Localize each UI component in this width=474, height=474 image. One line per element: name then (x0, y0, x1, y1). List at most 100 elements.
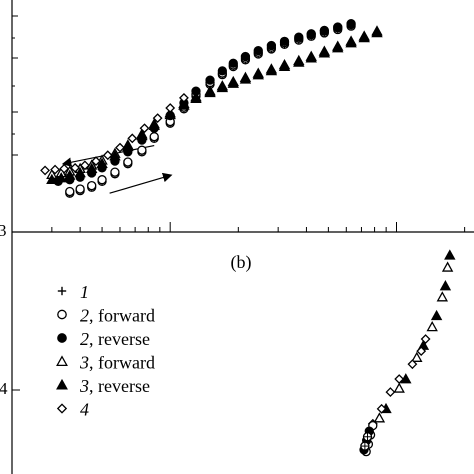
panel-a-point-triangle-filled (96, 157, 108, 168)
panel-b-point-triangle-open (426, 321, 438, 332)
panel-a-point-circle-open (97, 175, 107, 185)
panel-a-point-circle-open (110, 167, 120, 177)
legend-entry-number: 1 (80, 282, 89, 302)
legend-entry-number: 3 (79, 353, 89, 373)
panel-a-point-triangle-filled (252, 69, 264, 80)
panel-b-point-diamond-open (407, 359, 418, 370)
panel-a-point-triangle-filled (293, 56, 305, 67)
panel-a-y-tick-label: 3 (0, 221, 7, 240)
panel-a-point-diamond-open (179, 92, 189, 103)
panel-b-point-triangle-open (436, 291, 449, 302)
panel-a-point-triangle-filled (265, 64, 278, 76)
panel-a-point-triangle-filled (227, 77, 239, 88)
panel-a-point-diamond-open (80, 160, 90, 171)
panel-b-point-diamond-open (376, 403, 387, 414)
panel-a-point-triangle-filled (55, 172, 67, 183)
legend-entry-number: 4 (80, 400, 89, 420)
panel-a-point-circle-filled (279, 36, 290, 46)
panel-a-y-ticks (12, 15, 18, 156)
legend-entry-0: 1 (80, 282, 89, 302)
legend-entry-text: , forward (89, 353, 155, 373)
panel-a-point-triangle-filled (318, 47, 331, 58)
panel-a-plot: 3 (0, 0, 474, 240)
panel-a-point-diamond-open (40, 165, 50, 176)
panel-b-y-tick-label: 4 (0, 379, 8, 398)
panel-a-point-triangle-filled (164, 108, 176, 120)
legend-marker-triangle-open (56, 355, 68, 367)
panel-a-point-triangle-filled (178, 99, 190, 110)
panel-a-point-circle-filled (240, 51, 251, 62)
panel-a-point-triangle-filled (64, 169, 76, 180)
panel-a-point-circle-filled (319, 25, 330, 36)
panel-a-point-diamond-open (59, 163, 70, 174)
panel-a-point-circle-filled (333, 22, 343, 32)
legend-marker-plus (57, 286, 67, 296)
panel-a-point-triangle-filled (148, 119, 160, 131)
panel-a-point-circle-filled (294, 32, 304, 42)
legend-entry-number: 3 (79, 376, 89, 396)
panel-a-arrow-up-right (109, 172, 173, 194)
panel-a-point-triangle-filled (239, 73, 252, 84)
panel-a-point-diamond-open (102, 150, 113, 161)
panel-a-point-diamond-open (50, 164, 60, 175)
legend-entry-number: 2 (80, 306, 89, 326)
panel-b-point-triangle-open (373, 412, 386, 423)
panel-b-point-triangle-open (411, 351, 423, 362)
legend-marker-circle-filled (57, 333, 67, 343)
panel-a-point-circle-filled (228, 58, 238, 68)
panel-a-points (40, 18, 383, 198)
panel-a-point-diamond-open (70, 162, 81, 173)
panel-a-point-triangle-filled (46, 173, 58, 185)
panel-b-point-triangle-filled (444, 249, 456, 260)
legend-entry-5: 4 (80, 400, 89, 420)
panel-a-point-circle-open (137, 145, 147, 155)
panel-a-point-diamond-open (91, 156, 101, 167)
panel-a-point-circle-filled (217, 66, 227, 76)
panel-a-point-circle-filled (266, 40, 277, 51)
panel-a-point-diamond-open (152, 113, 163, 124)
panel-a-point-circle-open (87, 180, 97, 191)
panel-a-point-circle-filled (205, 75, 215, 85)
legend-entry-3: 3, forward (79, 353, 155, 373)
panel-a-point-circle-open (149, 132, 159, 142)
panel-a-point-triangle-filled (136, 129, 148, 141)
panel-a-point-triangle-filled (109, 150, 121, 161)
panel-b-point-diamond-open (420, 334, 431, 344)
panel-a-point-diamond-open (115, 142, 125, 153)
panel-a-point-circle-open (123, 157, 133, 167)
panel-a-point-triangle-filled (204, 86, 216, 98)
panel-a-x-ticks (51, 222, 466, 232)
panel-a-point-triangle-filled (190, 92, 202, 104)
panel-a-point-triangle-filled (278, 60, 291, 71)
panel-b-point-diamond-open (385, 387, 396, 398)
panel-a-point-triangle-filled (332, 42, 344, 53)
panel-a-point-triangle-filled (371, 26, 383, 38)
legend-entry-text: , reverse (89, 376, 150, 396)
panel-a-point-diamond-open (165, 103, 176, 113)
panel-b-point-triangle-open (393, 382, 405, 393)
panel-b-title: (b) (231, 252, 252, 273)
panel-a-point-circle-open (75, 184, 85, 194)
panel-a-point-triangle-filled (74, 167, 86, 178)
panel-b-point-diamond-open (416, 346, 427, 357)
panel-a-point-triangle-filled (85, 162, 98, 174)
legend-marker-triangle-filled (56, 378, 68, 390)
panel-b-points (359, 249, 456, 457)
panel-a-point-triangle-filled (345, 37, 357, 48)
panel-a-point-circle-filled (306, 29, 316, 39)
legend-entry-2: 2, reverse (80, 329, 150, 349)
panel-a-point-circle-filled (346, 18, 356, 29)
panel-a-point-triangle-filled (305, 52, 317, 63)
panel-b-point-plus-in-circle (360, 441, 370, 451)
panel-a-point-triangle-filled (358, 32, 370, 43)
panel-b-point-plus-in-circle (362, 432, 373, 442)
panel-b-point-triangle-filled (439, 280, 452, 291)
legend-entry-text: , reverse (89, 329, 150, 349)
panel-a-point-triangle-filled (216, 81, 229, 93)
panel-b-point-triangle-filled (430, 309, 443, 321)
legend-entry-1: 2, forward (80, 306, 155, 326)
panel-a-point-circle-filled (253, 45, 263, 56)
panel-a-point-diamond-open (139, 123, 150, 134)
